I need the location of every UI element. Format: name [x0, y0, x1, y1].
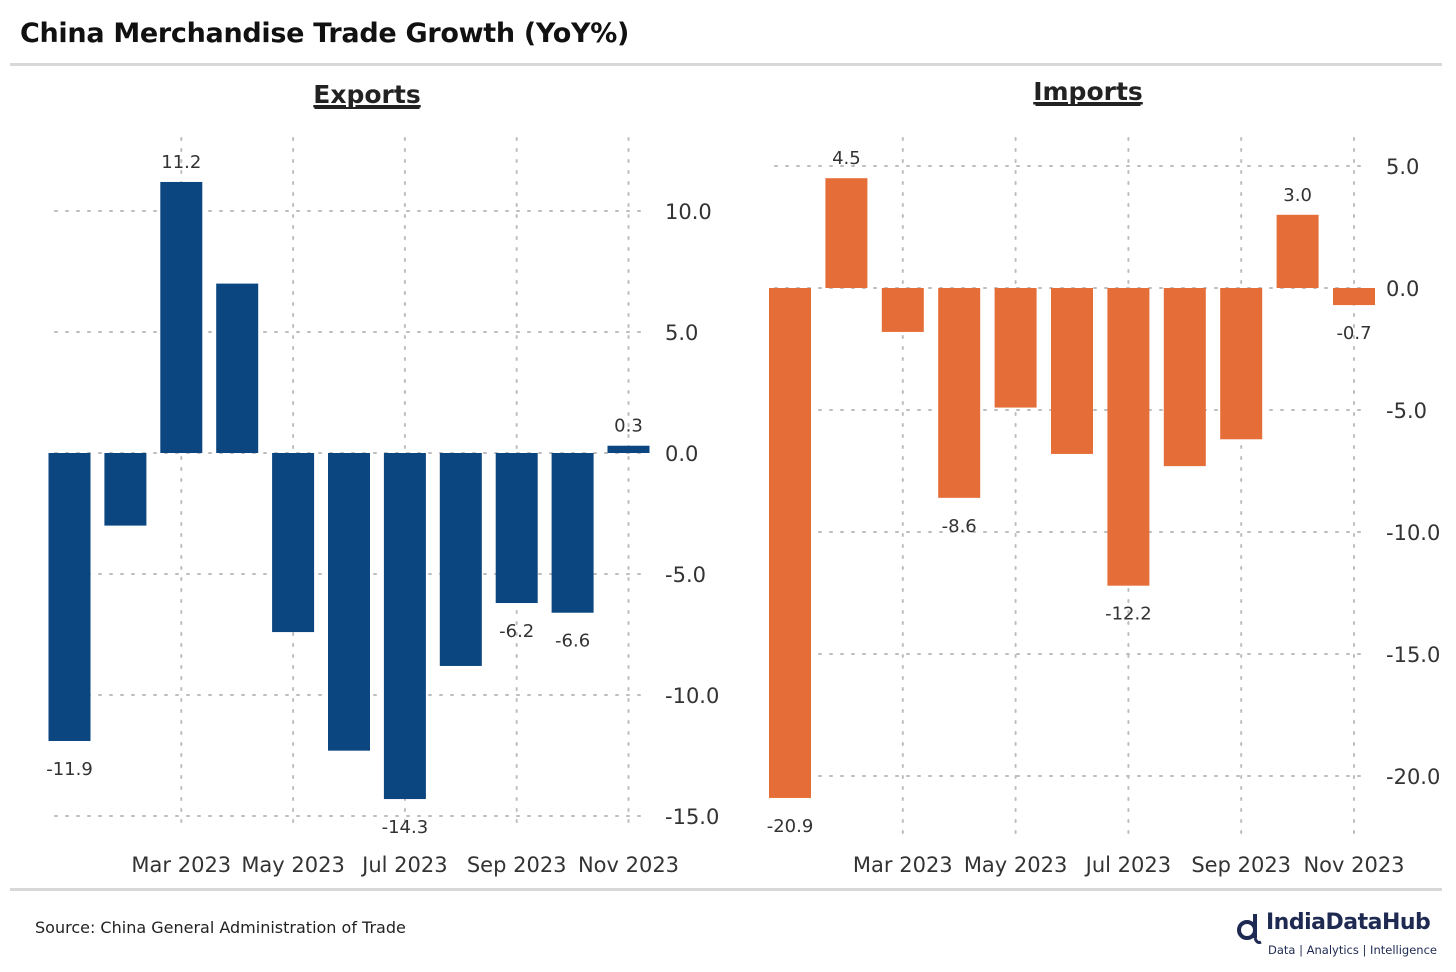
logo-icon: [1237, 914, 1262, 944]
bar: [1220, 288, 1263, 440]
x-tick-label: Jul 2023: [1084, 853, 1171, 877]
bar: [1163, 288, 1206, 467]
y-tick-label: 0.0: [1386, 277, 1419, 301]
x-tick-label: Jul 2023: [360, 853, 447, 877]
bar: [216, 283, 259, 453]
bar: [938, 288, 981, 498]
bar: [48, 453, 91, 741]
bar: [495, 453, 538, 604]
chart-title: China Merchandise Trade Growth (YoY%): [20, 18, 629, 49]
panel-title: Exports: [313, 80, 420, 109]
bar: [994, 288, 1037, 408]
bar: [1107, 288, 1150, 586]
y-tick-label: 10.0: [665, 200, 712, 224]
x-tick-label: May 2023: [241, 853, 345, 877]
bar: [769, 288, 811, 798]
x-tick-label: Nov 2023: [578, 853, 679, 877]
bar: [607, 445, 650, 453]
x-tick-label: May 2023: [964, 853, 1068, 877]
y-tick-label: 5.0: [1386, 155, 1419, 179]
y-tick-label: -10.0: [665, 684, 719, 708]
data-label: 4.5: [832, 148, 861, 169]
bar: [825, 178, 868, 288]
y-tick-label: -20.0: [1386, 765, 1440, 789]
x-tick-label: Nov 2023: [1303, 853, 1404, 877]
x-tick-label: Sep 2023: [467, 853, 567, 877]
source-note: Source: China General Administration of …: [35, 918, 406, 937]
data-label: -8.6: [942, 516, 977, 537]
data-label: -6.6: [555, 631, 590, 652]
y-tick-label: -15.0: [1386, 643, 1440, 667]
top-divider: [10, 63, 1442, 66]
bar: [1051, 288, 1093, 454]
data-label: -14.3: [382, 817, 429, 838]
bar: [104, 453, 147, 526]
bar: [383, 453, 426, 800]
data-label: 11.2: [161, 152, 201, 173]
bar: [160, 181, 203, 453]
data-label: -6.2: [499, 621, 534, 642]
x-tick-label: Mar 2023: [131, 853, 231, 877]
y-tick-label: 5.0: [665, 321, 698, 345]
data-label: 0.3: [614, 416, 643, 437]
y-tick-label: -15.0: [665, 805, 719, 829]
bottom-divider: [10, 888, 1442, 891]
bar: [439, 453, 482, 666]
data-label: -20.9: [767, 816, 814, 837]
logo-name: IndiaDataHub: [1266, 910, 1431, 935]
x-tick-label: Sep 2023: [1191, 853, 1291, 877]
bar: [328, 453, 370, 751]
data-label: -11.9: [46, 759, 93, 780]
bar: [1276, 214, 1319, 288]
bar: [1333, 288, 1375, 306]
data-label: -12.2: [1105, 604, 1152, 625]
bar: [881, 288, 924, 332]
x-tick-label: Mar 2023: [853, 853, 953, 877]
panel-title: Imports: [1033, 77, 1143, 106]
bar: [551, 453, 594, 613]
y-tick-label: 0.0: [665, 442, 698, 466]
logo-tagline: Data | Analytics | Intelligence: [1268, 943, 1437, 957]
indiadatahub-logo: IndiaDataHub Data | Analytics | Intellig…: [1236, 908, 1446, 964]
y-tick-label: -5.0: [665, 563, 706, 587]
bar: [272, 453, 315, 633]
exports-chart: 10.0 5.0 0.0 -5.0 -10.0 -15.0 Mar 2023 May 2023…: [46, 80, 719, 877]
data-label: -0.7: [1336, 323, 1371, 344]
y-tick-label: -5.0: [1386, 399, 1427, 423]
imports-chart: 5.0 0.0 -5.0 -10.0 -15.0 -20.0 Mar 2023 May 202…: [767, 77, 1441, 877]
y-tick-label: -10.0: [1386, 521, 1440, 545]
data-label: 3.0: [1283, 185, 1312, 206]
